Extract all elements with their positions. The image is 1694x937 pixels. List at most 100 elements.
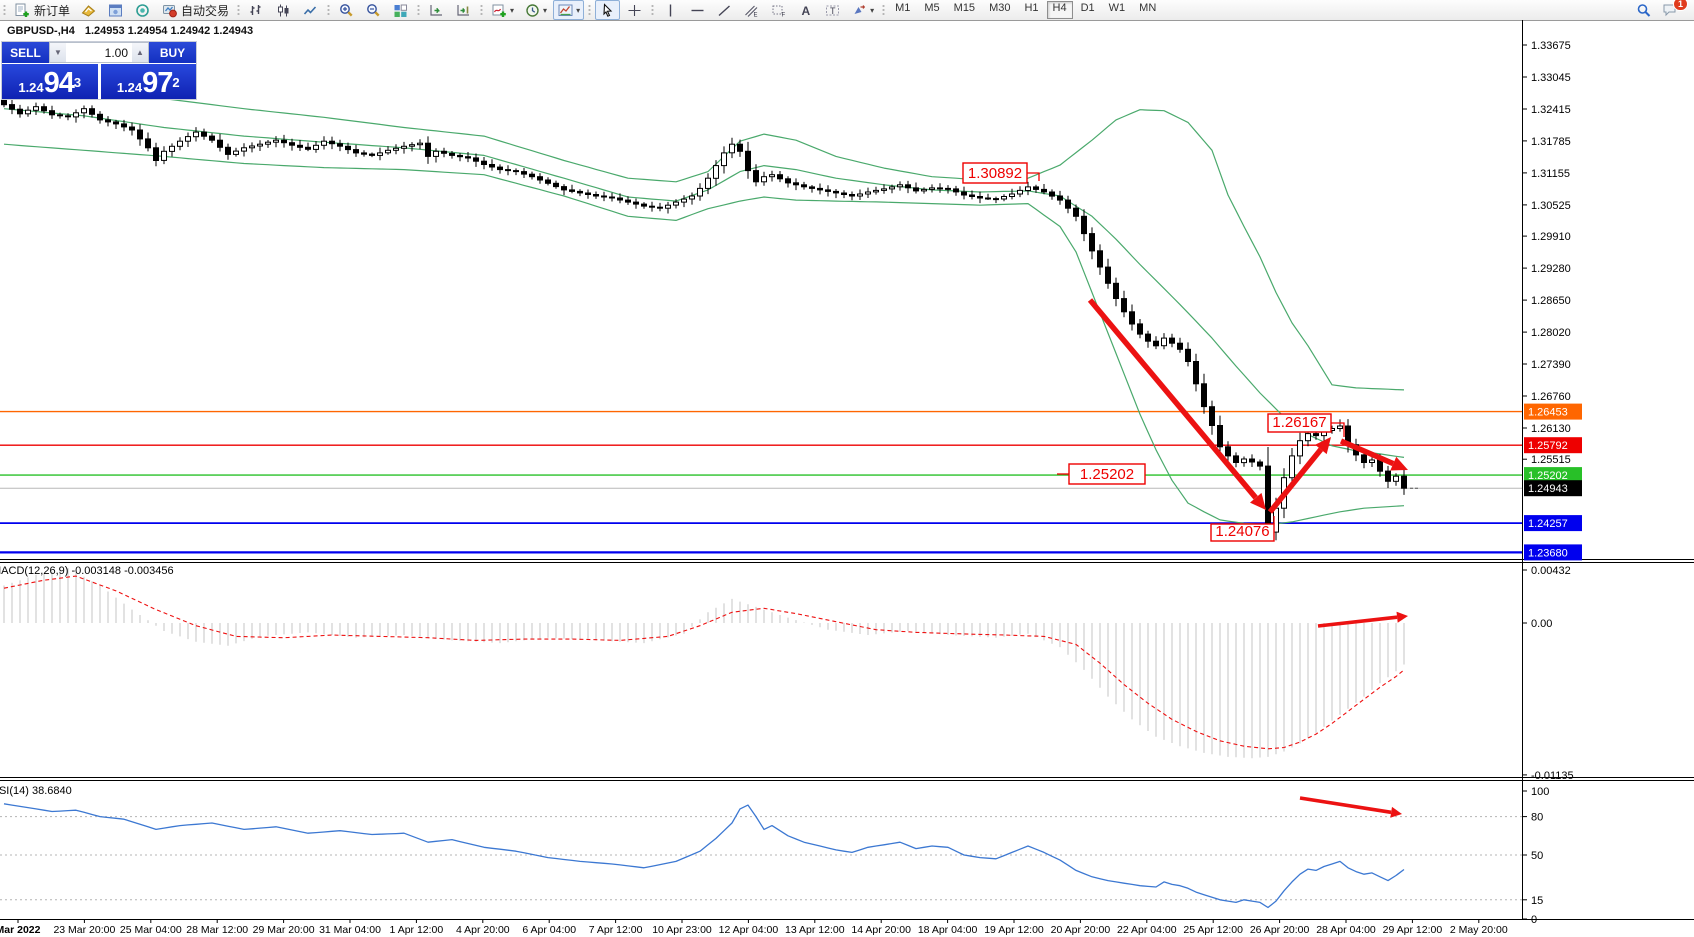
timeframe-h1-button[interactable]: H1 [1024, 2, 1039, 14]
time-tick-label[interactable]: 10 Apr 23:00 [652, 924, 712, 936]
price-tick-label[interactable]: 1.32415 [1531, 104, 1571, 116]
cursor-tool-button[interactable] [595, 0, 621, 20]
price-tick-label[interactable]: 1.31785 [1531, 136, 1571, 148]
price-tick-label[interactable]: 1.33675 [1531, 40, 1571, 52]
label-tool[interactable]: T [820, 0, 845, 20]
tile-windows-button[interactable] [388, 0, 413, 20]
sell-price-display[interactable]: 1.24 94 3 [2, 64, 98, 99]
horizontal-line-tool[interactable] [685, 0, 710, 20]
notifications-button[interactable]: 1 [1658, 0, 1688, 20]
zoom-in-button[interactable] [334, 0, 359, 20]
price-tick-label[interactable]: 1.26760 [1531, 391, 1571, 403]
candle-body [49, 110, 55, 116]
timeframe-m5-button[interactable]: M5 [924, 2, 940, 14]
time-tick-label[interactable]: 4 Apr 20:00 [456, 924, 510, 936]
time-tick-label[interactable]: 7 Apr 12:00 [589, 924, 643, 936]
price-tick-label[interactable]: 1.25515 [1531, 454, 1571, 466]
timeframe-w1-button[interactable]: W1 [1108, 2, 1126, 14]
volume-decrease-button[interactable]: ▼ [50, 43, 66, 62]
time-tick-label[interactable]: 14 Apr 20:00 [851, 924, 911, 936]
time-tick-label[interactable]: 1 Apr 12:00 [390, 924, 444, 936]
time-tick-label[interactable]: 29 Apr 12:00 [1383, 924, 1443, 936]
data-window-button[interactable] [130, 0, 155, 20]
buy-price-display[interactable]: 1.24 97 2 [100, 64, 196, 99]
chevron-down-icon[interactable]: ▾ [510, 5, 515, 15]
candle-chart-button[interactable] [271, 0, 296, 20]
crosshair-tool-button[interactable] [622, 0, 647, 20]
timeframe-m30-button[interactable]: M30 [989, 2, 1011, 14]
indicators-button[interactable]: ▾ [487, 0, 518, 20]
candle-body [801, 184, 807, 188]
candle-body [761, 176, 767, 183]
chart-shift-button[interactable] [451, 0, 476, 20]
price-tick-label[interactable]: 1.29910 [1531, 231, 1571, 243]
time-tick-label[interactable]: 28 Mar 12:00 [186, 924, 248, 936]
arrows-tool[interactable]: ▾ [847, 0, 878, 20]
time-tick-label[interactable]: 26 Apr 20:00 [1250, 924, 1310, 936]
profiles-button[interactable] [76, 0, 101, 20]
price-callout-label[interactable]: 1.26167 [1272, 414, 1326, 431]
price-callout-label[interactable]: 1.25202 [1080, 466, 1134, 483]
timeframe-d1-button[interactable]: D1 [1080, 2, 1095, 14]
auto-scroll-button[interactable] [424, 0, 449, 20]
candle-body [289, 142, 295, 146]
time-tick-label[interactable]: 25 Apr 12:00 [1183, 924, 1243, 936]
time-tick-label[interactable]: 13 Apr 12:00 [785, 924, 845, 936]
search-button[interactable] [1632, 0, 1656, 20]
price-tick-label[interactable]: 1.27390 [1531, 359, 1571, 371]
time-tick-label[interactable]: 2 May 20:00 [1450, 924, 1508, 936]
time-tick-label[interactable]: 29 Mar 20:00 [253, 924, 315, 936]
time-tick-label[interactable]: 12 Apr 04:00 [719, 924, 779, 936]
volume-input[interactable]: 1.00 [104, 46, 128, 60]
zoom-out-icon [367, 3, 380, 16]
vertical-line-tool[interactable] [658, 0, 683, 20]
candle-body [769, 174, 775, 178]
zoom-out-button[interactable] [361, 0, 386, 20]
time-tick-label[interactable]: 22 Apr 04:00 [1117, 924, 1177, 936]
chevron-down-icon[interactable]: ▾ [576, 5, 581, 15]
time-tick-label[interactable]: 20 Apr 20:00 [1051, 924, 1111, 936]
timeframe-mn-button[interactable]: MN [1139, 2, 1157, 14]
market-window-button[interactable] [103, 0, 128, 20]
price-tick-label[interactable]: 1.30525 [1531, 200, 1571, 212]
new-order-button[interactable]: 新订单 [10, 0, 74, 20]
bar-chart-button[interactable] [244, 0, 269, 20]
candle-body [1009, 193, 1015, 197]
price-badge [1524, 437, 1582, 454]
time-tick-label[interactable]: 31 Mar 04:00 [319, 924, 381, 936]
price-tick-label[interactable]: 1.33045 [1531, 72, 1571, 84]
line-chart-button[interactable] [298, 0, 323, 20]
fibonacci-tool[interactable]: E [739, 0, 764, 20]
trendline-tool[interactable] [712, 0, 737, 20]
sell-button[interactable]: SELL [2, 42, 49, 63]
price-tick-label[interactable]: 1.26130 [1531, 423, 1571, 435]
timeframe-m1-button[interactable]: M1 [895, 2, 911, 14]
chart-canvas[interactable]: 1.30892 1.26167 1.25202 1.24076 1.33675 1.330… [0, 20, 1694, 937]
axes-layer: 1.33675 1.33045 1.32415 1.31785 1.31155 1.305… [0, 20, 1694, 936]
time-tick-label[interactable]: 6 Apr 04:00 [522, 924, 576, 936]
buy-button[interactable]: BUY [149, 42, 196, 63]
periods-button[interactable]: ▾ [520, 0, 551, 20]
timeframe-m15-button[interactable]: M15 [953, 2, 976, 14]
chevron-down-icon[interactable]: ▾ [870, 5, 875, 15]
time-tick-label[interactable]: 28 Apr 04:00 [1316, 924, 1376, 936]
time-tick-label[interactable]: 25 Mar 04:00 [120, 924, 182, 936]
price-tick-label[interactable]: 1.31155 [1531, 168, 1570, 180]
price-callout-label[interactable]: 1.30892 [968, 165, 1022, 182]
chevron-down-icon[interactable]: ▾ [543, 5, 548, 15]
text-tool[interactable]: A [793, 0, 818, 20]
timeframe-h4-button[interactable]: H4 [1046, 1, 1073, 19]
time-tick-label[interactable]: 23 Mar 20:00 [53, 924, 115, 936]
templates-button[interactable]: ▾ [553, 0, 585, 20]
channel-tool[interactable]: F [766, 0, 791, 20]
price-tick-label[interactable]: 1.28650 [1531, 295, 1571, 307]
time-tick-label[interactable]: 19 Apr 12:00 [984, 924, 1044, 936]
volume-increase-button[interactable]: ▲ [132, 43, 148, 62]
price-tick-label[interactable]: 1.28020 [1531, 327, 1571, 339]
price-callout-label[interactable]: 1.24076 [1215, 523, 1269, 540]
time-tick-label[interactable]: Mar 2022 [0, 924, 41, 936]
auto-trading-button[interactable]: 自动交易 [157, 0, 233, 20]
time-tick-label[interactable]: 18 Apr 04:00 [918, 924, 978, 936]
candle-body [161, 150, 167, 161]
price-tick-label[interactable]: 1.29280 [1531, 263, 1571, 275]
